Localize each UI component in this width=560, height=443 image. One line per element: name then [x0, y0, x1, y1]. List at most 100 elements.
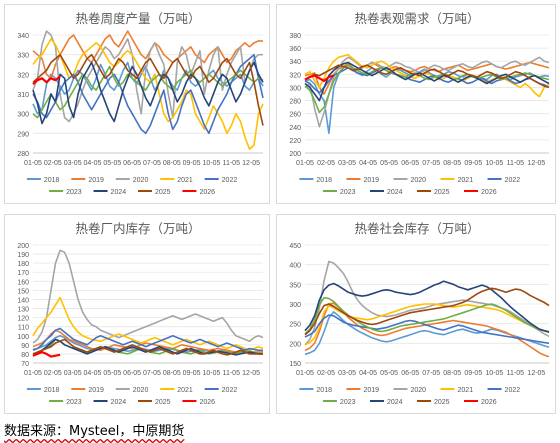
series-line-2019 [304, 61, 550, 95]
x-tick-label: 10-05 [485, 160, 503, 167]
legend-label-2020: 2020 [133, 387, 149, 394]
legend-label-2018: 2018 [44, 177, 60, 184]
legend-label-2021: 2021 [458, 177, 474, 184]
series-line-2018 [32, 335, 263, 355]
legend-label-2022: 2022 [222, 177, 238, 184]
y-tick-label: 400 [289, 263, 301, 270]
legend-label-2022: 2022 [222, 387, 238, 394]
series-line-2019 [32, 329, 263, 353]
series-line-2018 [304, 311, 550, 356]
legend-label-2019: 2019 [363, 177, 379, 184]
x-tick-label: 01-05 [24, 160, 42, 167]
x-tick-label: 04-05 [359, 370, 377, 377]
x-tick-label: 02-05 [317, 370, 335, 377]
y-tick-label: 380 [289, 33, 301, 40]
y-tick-label: 220 [289, 138, 301, 145]
legend-label-2024: 2024 [111, 189, 127, 196]
series-line-2025 [32, 53, 264, 126]
x-tick-label: 11-05 [507, 160, 524, 167]
y-tick-label: 70 [21, 361, 29, 368]
x-tick-label: 03-05 [64, 160, 82, 167]
y-tick-label: 90 [21, 343, 29, 350]
legend-label-2026: 2026 [199, 399, 215, 406]
y-tick-label: 200 [289, 151, 301, 158]
series-line-2018 [304, 63, 550, 135]
legend-label-2023: 2023 [66, 189, 82, 196]
x-tick-label: 07-05 [422, 370, 440, 377]
series-line-2020 [32, 249, 264, 344]
x-tick-label: 11-05 [507, 370, 524, 377]
y-tick-label: 110 [18, 325, 29, 332]
y-tick-label: 350 [289, 282, 301, 289]
x-tick-label: 04-05 [359, 160, 377, 167]
series-line-2026 [304, 74, 335, 83]
y-tick-label: 130 [17, 307, 29, 314]
series-line-2020 [304, 260, 550, 346]
x-tick-label: 08-05 [163, 160, 181, 167]
legend-label-2026: 2026 [481, 399, 497, 406]
y-tick-label: 120 [17, 316, 29, 323]
y-tick-label: 280 [289, 99, 301, 106]
x-tick-label: 01-05 [24, 370, 42, 377]
series-line-2023 [32, 65, 264, 119]
chart-social-inventory: 热卷社会库存（万吨） 150 200 250 300 350 400 450 01-05 02-0… [289, 221, 550, 406]
y-tick-label: 280 [17, 151, 29, 158]
x-tick-label: 10-05 [485, 370, 503, 377]
y-tick-label: 150 [289, 361, 301, 368]
x-tick-label: 06-05 [123, 160, 141, 167]
x-tick-label: 09-05 [464, 370, 482, 377]
x-tick-label: 09-05 [464, 160, 482, 167]
legend-label-2025: 2025 [155, 189, 171, 196]
x-tick-label: 06-05 [401, 160, 419, 167]
chart-panel-production: 热卷周度产量（万吨） 280 290 300 310 320 330 340 01-05 02-0… [4, 4, 270, 204]
y-tick-label: 360 [289, 46, 301, 53]
y-tick-label: 80 [21, 352, 29, 359]
chart-panel-apparent-demand: 热卷表观需求（万吨） 200 220 240 260 280 300 320 340 360 380… [276, 4, 556, 204]
x-tick-label: 08-05 [163, 370, 181, 377]
y-tick-label: 310 [17, 92, 29, 99]
y-tick-label: 170 [17, 270, 29, 277]
x-tick-label: 05-05 [380, 370, 398, 377]
x-tick-label: 06-05 [401, 370, 419, 377]
chart-factory-inventory: 热卷厂内库存（万吨） 70 80 90 100 110 120 130 140 150 160 170… [17, 221, 264, 406]
x-tick-label: 06-05 [123, 370, 141, 377]
x-tick-label: 09-05 [183, 370, 201, 377]
legend-label-2019: 2019 [88, 177, 104, 184]
y-tick-label: 150 [17, 288, 29, 295]
legend-label-2022: 2022 [505, 387, 521, 394]
y-tick-label: 100 [17, 334, 29, 341]
x-tick-label: 09-05 [183, 160, 201, 167]
x-tick-label: 01-05 [296, 160, 314, 167]
legend-label-2025: 2025 [434, 189, 450, 196]
series-line-2020 [304, 56, 550, 128]
y-tick-label: 340 [289, 59, 301, 66]
source-note: 数据来源：Mysteel，中原期货 [4, 420, 184, 439]
series-line-2024 [304, 280, 550, 334]
legend-label-2018: 2018 [316, 177, 332, 184]
series-line-2019 [32, 30, 263, 80]
legend-label-2019: 2019 [88, 387, 104, 394]
y-tick-label: 320 [289, 72, 301, 79]
x-tick-label: 08-05 [443, 370, 461, 377]
chart-apparent-demand: 热卷表观需求（万吨） 200 220 240 260 280 300 320 340 360 380… [289, 11, 550, 196]
x-tick-label: 10-05 [202, 160, 220, 167]
legend-label-2021: 2021 [177, 387, 193, 394]
legend-label-2023: 2023 [340, 189, 356, 196]
series-line-2022 [32, 53, 264, 135]
x-tick-label: 03-05 [64, 370, 82, 377]
chart-panel-social-inventory: 热卷社会库存（万吨） 150 200 250 300 350 400 450 01-05 02-0… [276, 214, 556, 414]
x-tick-label: 11-05 [223, 370, 240, 377]
legend-label-2024: 2024 [387, 189, 403, 196]
chart-production: 热卷周度产量（万吨） 280 290 300 310 320 330 340 01-05 02-0… [17, 11, 264, 196]
legend-label-2026: 2026 [199, 189, 215, 196]
y-tick-label: 240 [289, 125, 301, 132]
x-tick-label: 07-05 [143, 370, 161, 377]
y-tick-label: 190 [17, 252, 29, 259]
y-tick-label: 160 [17, 279, 29, 286]
x-tick-label: 11-05 [223, 160, 240, 167]
legend-label-2018: 2018 [44, 387, 60, 394]
x-tick-label: 02-05 [44, 160, 62, 167]
legend-label-2019: 2019 [363, 387, 379, 394]
chart-title: 热卷社会库存（万吨） [354, 221, 479, 236]
chart-title: 热卷厂内库存（万吨） [75, 221, 200, 236]
